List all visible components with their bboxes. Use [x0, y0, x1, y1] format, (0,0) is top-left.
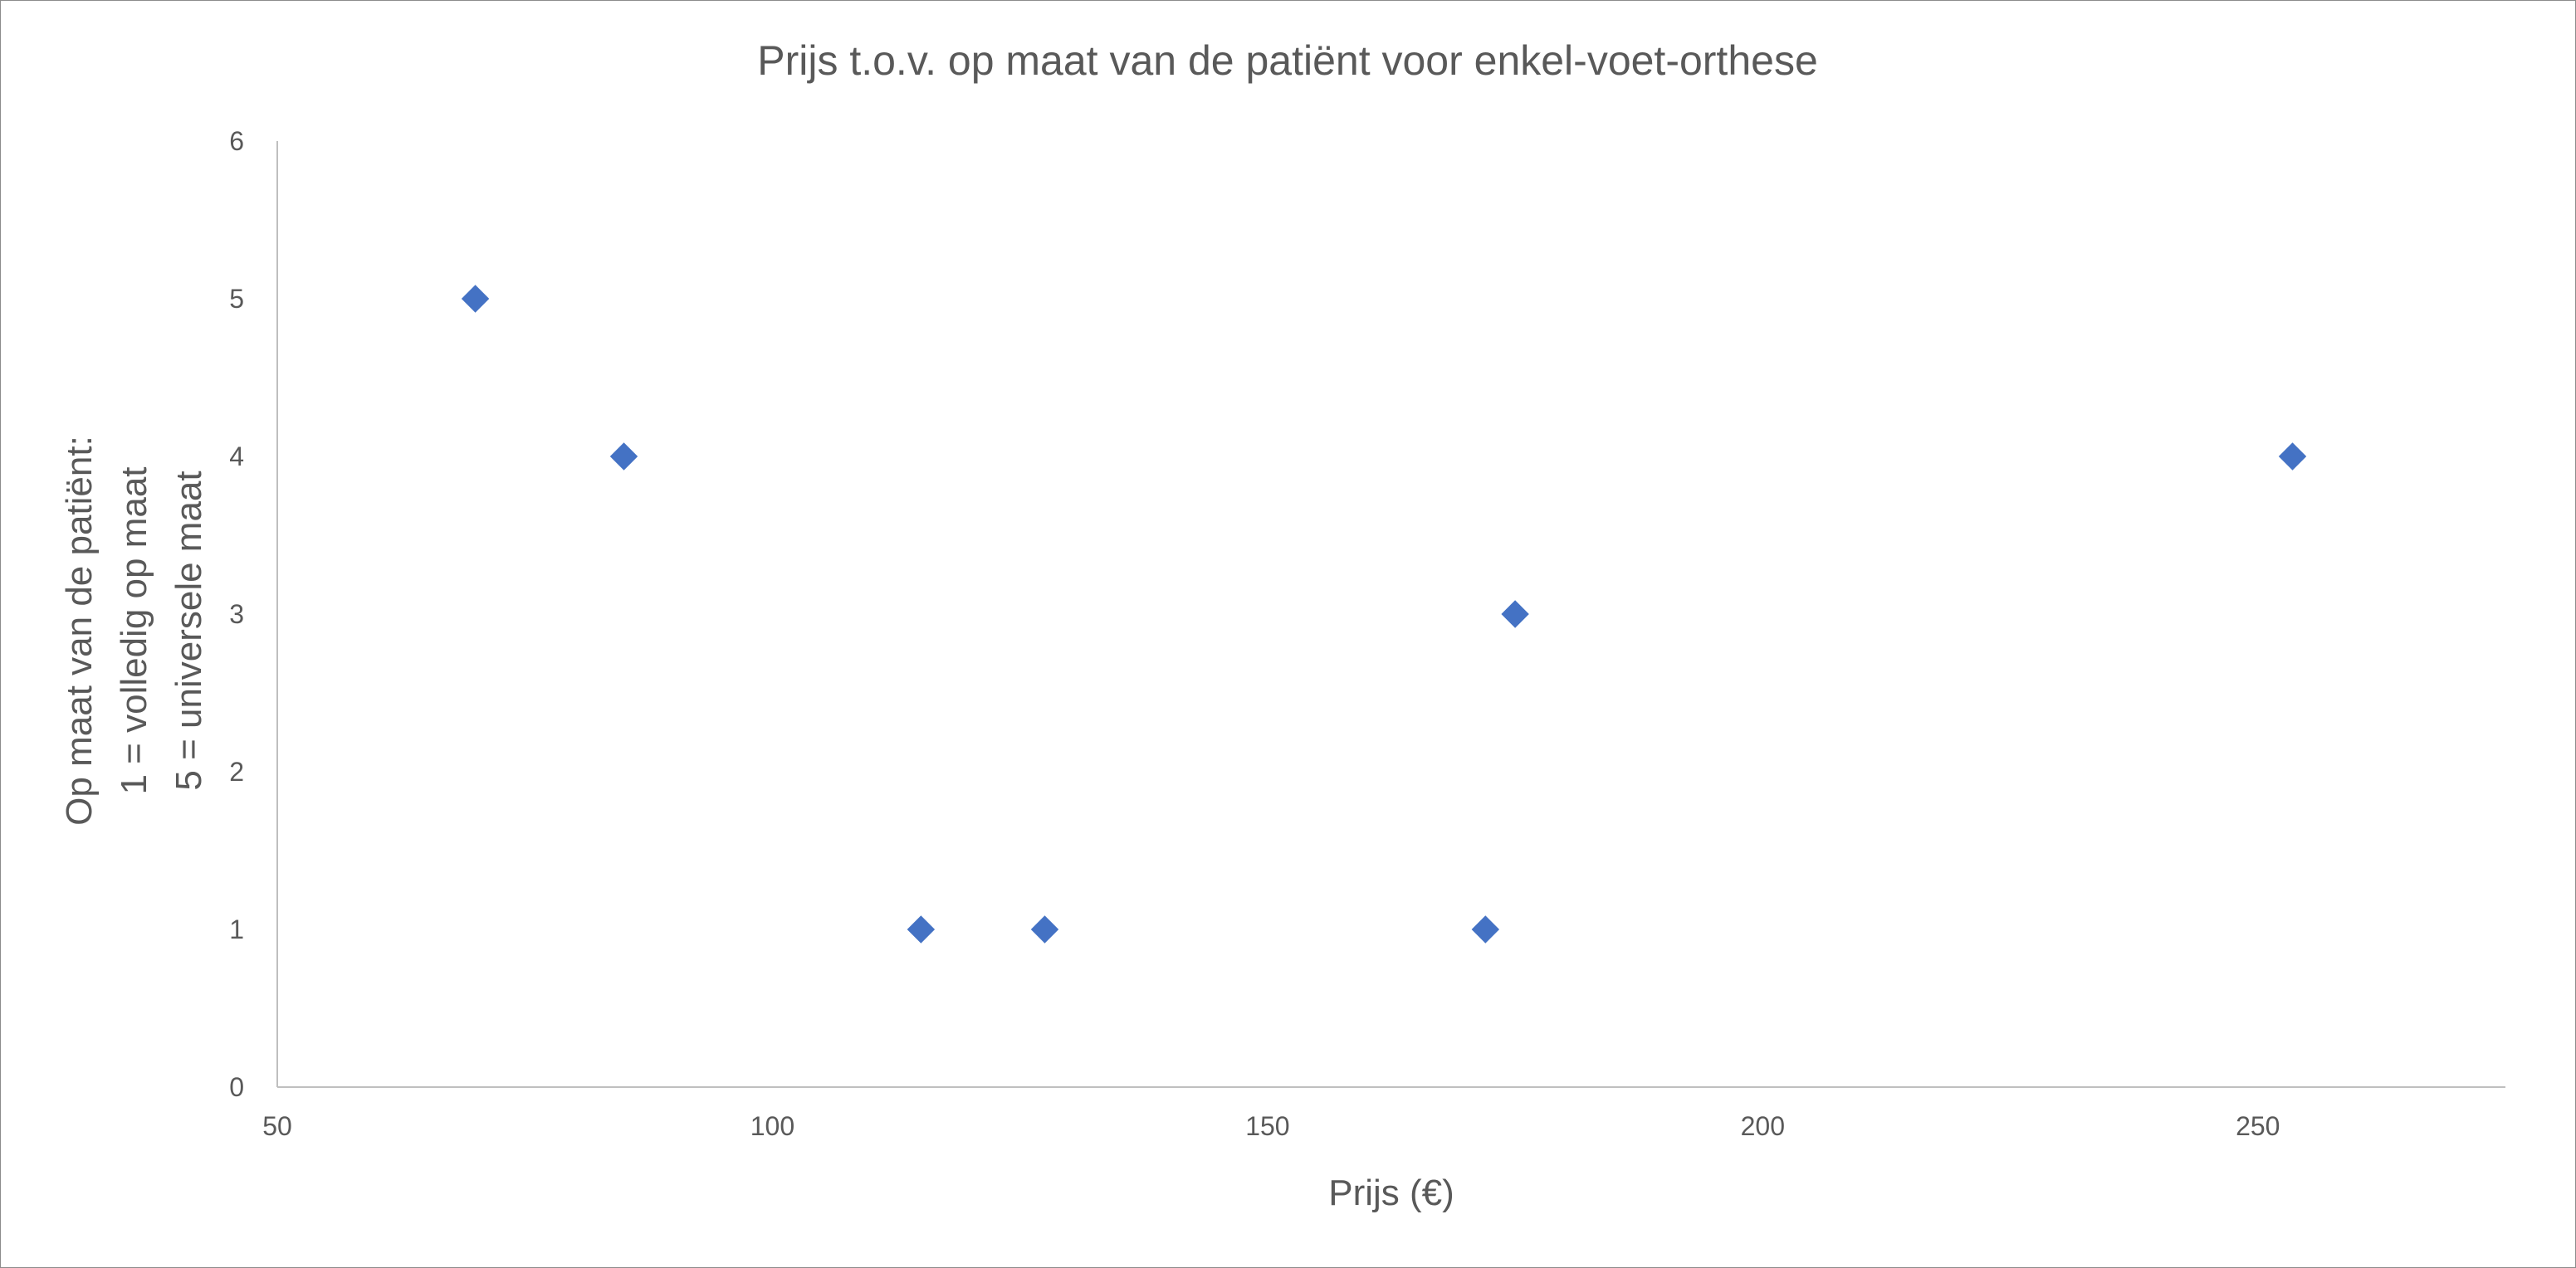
y-axis-title: Op maat van de patiënt: 1 = volledig op … [59, 436, 209, 826]
data-point-marker [1471, 915, 1500, 944]
x-tick-label: 150 [1245, 1111, 1289, 1141]
data-points [461, 285, 2307, 944]
y-tick-label: 3 [229, 599, 244, 629]
data-point-marker [2278, 442, 2307, 471]
data-point-marker [461, 285, 490, 313]
y-tick-label: 5 [229, 284, 244, 314]
x-tick-label: 50 [262, 1111, 292, 1141]
x-tick-label: 250 [2236, 1111, 2280, 1141]
y-tick-labels: 0 1 2 3 4 5 6 [229, 126, 244, 1102]
data-point-marker [1030, 915, 1059, 944]
y-tick-label: 4 [229, 441, 244, 471]
x-tick-labels: 50 100 150 200 250 [262, 1111, 2280, 1141]
data-point-marker [907, 915, 936, 944]
x-axis-title: Prijs (€) [1328, 1173, 1454, 1213]
y-axis-title-line-3: 5 = universele maat [169, 471, 209, 790]
data-point-marker [609, 442, 638, 471]
y-tick-label: 1 [229, 914, 244, 944]
y-axis-title-line-1: Op maat van de patiënt: [59, 436, 100, 826]
data-point-marker [1501, 600, 1529, 628]
x-tick-label: 200 [1741, 1111, 1785, 1141]
x-tick-label: 100 [750, 1111, 794, 1141]
y-tick-label: 2 [229, 757, 244, 787]
y-tick-label: 6 [229, 126, 244, 156]
y-tick-label: 0 [229, 1072, 244, 1102]
chart-title: Prijs t.o.v. op maat van de patiënt voor… [757, 37, 1818, 84]
y-axis-title-line-2: 1 = volledig op maat [114, 466, 154, 794]
